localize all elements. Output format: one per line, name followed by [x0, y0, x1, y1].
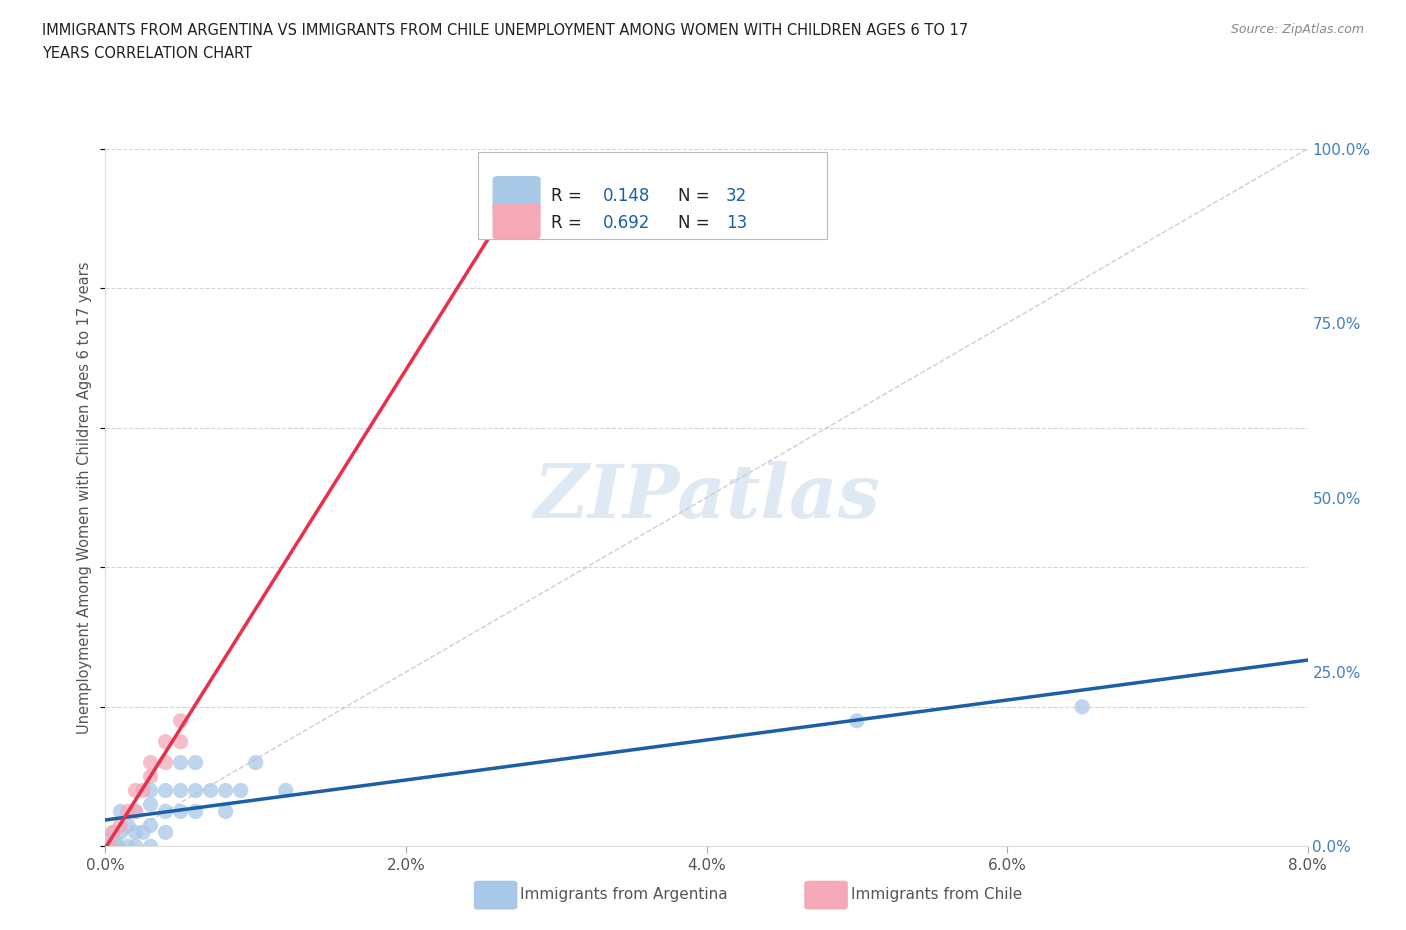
Point — [169, 755, 191, 770]
Text: YEARS CORRELATION CHART: YEARS CORRELATION CHART — [42, 46, 252, 61]
Point — [139, 839, 162, 854]
Point — [98, 839, 121, 854]
Point — [184, 755, 207, 770]
Point — [124, 825, 146, 840]
Point — [139, 818, 162, 833]
Point — [1071, 699, 1094, 714]
FancyBboxPatch shape — [492, 176, 541, 212]
Point — [110, 804, 132, 819]
Point — [124, 804, 146, 819]
Text: N =: N = — [678, 187, 714, 206]
Point — [169, 735, 191, 750]
Point — [184, 804, 207, 819]
Point — [155, 783, 177, 798]
Point — [184, 783, 207, 798]
Point — [155, 755, 177, 770]
Point — [169, 783, 191, 798]
Text: Source: ZipAtlas.com: Source: ZipAtlas.com — [1230, 23, 1364, 36]
Point — [214, 783, 236, 798]
Point — [155, 825, 177, 840]
Point — [169, 804, 191, 819]
Point — [110, 825, 132, 840]
Point — [117, 804, 139, 819]
Point — [245, 755, 267, 770]
Text: 32: 32 — [725, 187, 747, 206]
Point — [155, 735, 177, 750]
Text: IMMIGRANTS FROM ARGENTINA VS IMMIGRANTS FROM CHILE UNEMPLOYMENT AMONG WOMEN WITH: IMMIGRANTS FROM ARGENTINA VS IMMIGRANTS … — [42, 23, 969, 38]
Point — [101, 825, 124, 840]
Point — [98, 839, 121, 854]
Point — [845, 713, 868, 728]
Point — [110, 818, 132, 833]
Text: R =: R = — [551, 187, 588, 206]
Point — [274, 783, 297, 798]
Text: Immigrants from Argentina: Immigrants from Argentina — [520, 887, 728, 902]
Point — [124, 783, 146, 798]
Point — [124, 839, 146, 854]
Text: 0.148: 0.148 — [603, 187, 651, 206]
Text: R =: R = — [551, 215, 588, 232]
Point — [132, 825, 155, 840]
Point — [214, 804, 236, 819]
Text: ZIPatlas: ZIPatlas — [533, 461, 880, 534]
Point — [139, 769, 162, 784]
Point — [139, 783, 162, 798]
Point — [117, 839, 139, 854]
Point — [124, 804, 146, 819]
Y-axis label: Unemployment Among Women with Children Ages 6 to 17 years: Unemployment Among Women with Children A… — [77, 261, 93, 734]
Point — [229, 783, 252, 798]
Point — [169, 713, 191, 728]
Point — [155, 804, 177, 819]
Point — [200, 783, 222, 798]
Point — [101, 825, 124, 840]
Point — [107, 839, 129, 854]
Point — [132, 783, 155, 798]
FancyBboxPatch shape — [478, 153, 827, 240]
Point — [117, 818, 139, 833]
Point — [139, 755, 162, 770]
Text: 0.692: 0.692 — [603, 215, 651, 232]
Text: Immigrants from Chile: Immigrants from Chile — [851, 887, 1022, 902]
Point — [139, 797, 162, 812]
FancyBboxPatch shape — [492, 204, 541, 240]
Text: 13: 13 — [725, 215, 747, 232]
Text: N =: N = — [678, 215, 714, 232]
